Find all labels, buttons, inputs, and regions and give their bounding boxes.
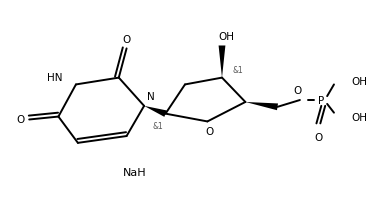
Text: OH: OH bbox=[351, 112, 368, 122]
Text: OH: OH bbox=[218, 32, 234, 42]
Text: NaH: NaH bbox=[123, 167, 146, 177]
Text: N: N bbox=[147, 92, 155, 102]
Text: O: O bbox=[205, 126, 213, 137]
Text: OH: OH bbox=[351, 76, 368, 86]
Text: O: O bbox=[294, 86, 302, 96]
Text: O: O bbox=[314, 132, 322, 142]
Text: P: P bbox=[318, 96, 325, 105]
Polygon shape bbox=[219, 46, 226, 78]
Polygon shape bbox=[245, 102, 278, 111]
Text: &1: &1 bbox=[152, 121, 163, 130]
Text: HN: HN bbox=[47, 72, 62, 82]
Text: O: O bbox=[123, 35, 131, 44]
Polygon shape bbox=[144, 106, 167, 117]
Text: &1: &1 bbox=[232, 66, 243, 75]
Text: O: O bbox=[16, 115, 25, 125]
